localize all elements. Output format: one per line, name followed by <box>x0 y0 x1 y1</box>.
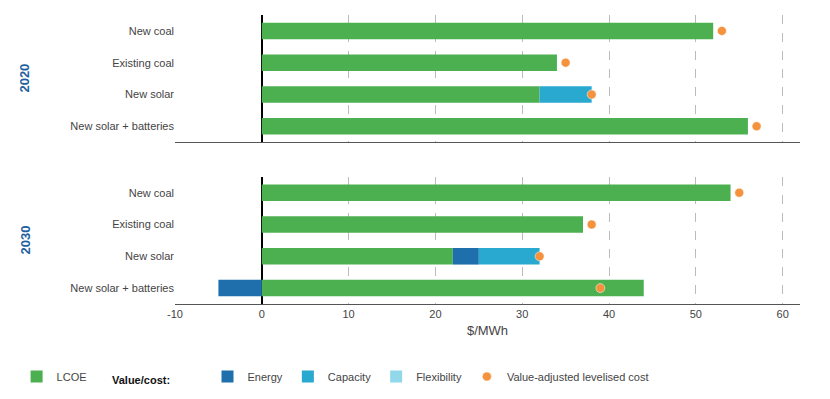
svg-text:2030: 2030 <box>18 225 33 254</box>
svg-text:Existing coal: Existing coal <box>112 218 174 230</box>
svg-text:New solar: New solar <box>125 250 174 262</box>
svg-text:New coal: New coal <box>129 25 174 37</box>
svg-text:Flexibility: Flexibility <box>416 371 462 383</box>
svg-text:50: 50 <box>690 308 702 320</box>
svg-text:New solar + batteries: New solar + batteries <box>70 282 174 294</box>
svg-text:Energy: Energy <box>248 371 283 383</box>
svg-text:New solar: New solar <box>125 88 174 100</box>
svg-text:10: 10 <box>342 308 354 320</box>
svg-text:LCOE: LCOE <box>57 371 87 383</box>
svg-text:Existing coal: Existing coal <box>112 57 174 69</box>
svg-text:2020: 2020 <box>17 64 32 93</box>
svg-text:New coal: New coal <box>129 187 174 199</box>
svg-text:30: 30 <box>516 308 528 320</box>
svg-text:Capacity: Capacity <box>328 371 371 383</box>
svg-text:New solar + batteries: New solar + batteries <box>70 120 174 132</box>
svg-text:20: 20 <box>429 308 441 320</box>
svg-text:$/MWh: $/MWh <box>467 323 508 338</box>
svg-text:60: 60 <box>777 308 789 320</box>
svg-text:-10: -10 <box>167 308 183 320</box>
svg-text:Value-adjusted levelised cost: Value-adjusted levelised cost <box>507 371 649 383</box>
svg-text:Value/cost:: Value/cost: <box>112 374 170 386</box>
svg-text:0: 0 <box>259 308 265 320</box>
svg-text:40: 40 <box>603 308 615 320</box>
